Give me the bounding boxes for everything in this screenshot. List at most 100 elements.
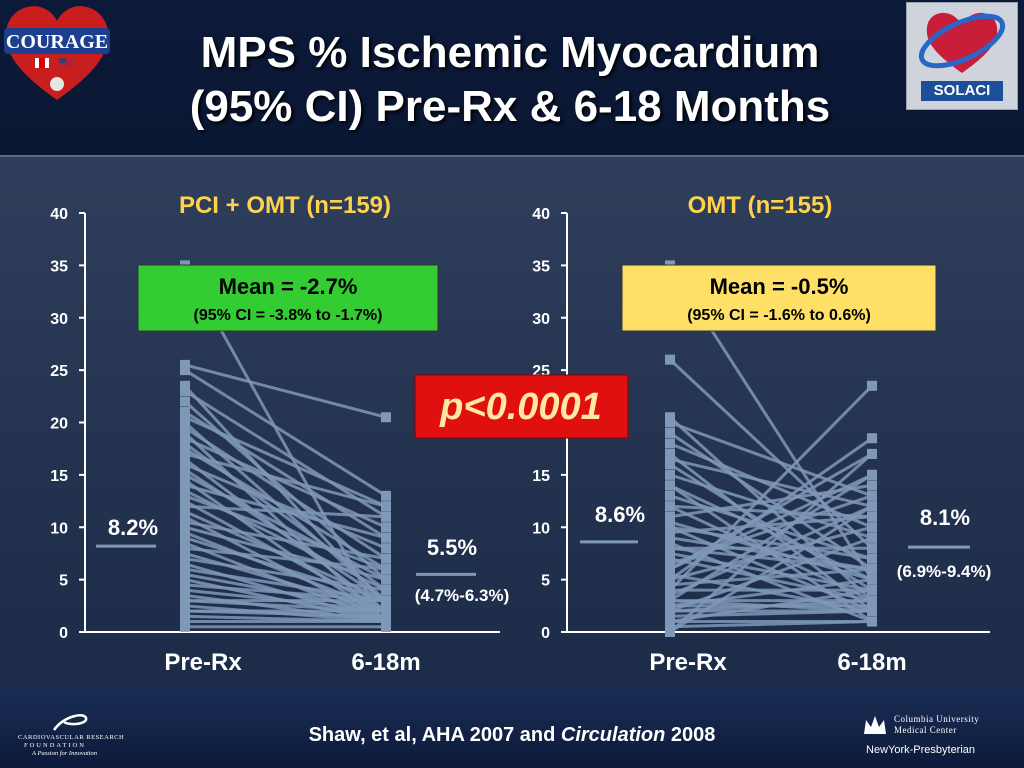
chart2-pre-point (665, 459, 675, 470)
chart2-post-point (867, 511, 877, 522)
chart2-y-tick-label: 5 (541, 573, 550, 590)
chart1-patient-line (184, 504, 387, 519)
chart1-pre-point (180, 537, 190, 548)
crf-line-2: FOUNDATION (24, 742, 86, 749)
chart1-mean-ci-text: (95% CI = -3.8% to -1.7%) (194, 307, 383, 324)
chart1-pre-point (180, 365, 190, 376)
chart1-title: PCI + OMT (n=159) (179, 192, 391, 219)
chart1-patient-line (184, 447, 387, 571)
chart2-pre-point (665, 532, 675, 543)
chart1-pre-point (180, 417, 190, 428)
chart1-pre-point (180, 543, 190, 554)
chart1-post-point (381, 412, 391, 423)
charts-svg: 0 5 10 15 20 25 30 35 40 PCI + OMT (n=159) Mean = … (50, 192, 991, 676)
chart2-pre-point (665, 543, 675, 554)
chart2-pre-point (665, 595, 675, 606)
chart2-pre-point (665, 527, 675, 538)
chart1-pre-point (180, 459, 190, 470)
chart1-y-tick-label: 0 (59, 625, 68, 642)
chart2-post-point (867, 380, 877, 391)
chart1-pre-point (180, 490, 190, 501)
chart2-pre-point (665, 569, 675, 580)
chart2-patient-line (669, 525, 873, 561)
chart2-pre-point (665, 469, 675, 480)
chart1-pre-point (180, 443, 190, 454)
chart1-pre-point (180, 527, 190, 538)
chart1-x-category-label: 6-18m (351, 649, 420, 676)
chart1-x-category-label: Pre-Rx (164, 649, 242, 676)
chart2-post-point (867, 564, 877, 575)
columbia-line-1: Columbia University (894, 714, 980, 724)
chart1-y-tick-label: 20 (50, 416, 68, 433)
chart1-pre-point (180, 438, 190, 449)
chart1-pre-point (180, 522, 190, 533)
chart2-post-point (867, 469, 877, 480)
chart1-patient-line (184, 426, 387, 560)
chart1-post-point (381, 595, 391, 606)
chart1-post-point (381, 522, 391, 533)
chart1-patient-line (184, 520, 387, 561)
citation-year: 2008 (665, 724, 716, 746)
courage-logo-text: COURAGE (6, 31, 108, 53)
chart1-pre-point (180, 548, 190, 559)
chart1-patient-line (184, 583, 387, 603)
chart2-pre-point (665, 454, 675, 465)
chart1-patient-line (184, 452, 387, 508)
chart2-patient-line (668, 384, 874, 592)
chart1-pre-point (180, 501, 190, 512)
chart2-pre-point (665, 611, 675, 622)
columbia-logo: Columbia University Medical Center NewYo… (858, 712, 1018, 760)
slide-title: MPS % Ischemic Myocardium (95% CI) Pre-R… (110, 26, 910, 134)
chart2-patient-line (669, 473, 873, 571)
chart1-pre-point (180, 386, 190, 397)
chart2-patient-line (669, 515, 873, 534)
chart1-patient-line (184, 389, 387, 519)
chart2-post-point (867, 522, 877, 533)
chart1-patient-line (184, 463, 387, 550)
courage-logo: COURAGE (2, 0, 112, 105)
chart1-pre-point (180, 595, 190, 606)
chart1-post-point (381, 511, 391, 522)
chart2-pre-point (665, 621, 675, 632)
chart2-post-ci-label: (6.9%-9.4%) (897, 562, 991, 581)
chart2-post-point (867, 595, 877, 606)
chart2-pre-point (665, 579, 675, 590)
chart2-pre-point (665, 417, 675, 428)
chart2-mean-ci-text: (95% CI = -1.6% to 0.6%) (687, 307, 871, 324)
chart2-post-point (867, 501, 877, 512)
title-line-2: (95% CI) Pre-Rx & 6-18 Months (189, 82, 831, 131)
chart2-pre-point (665, 354, 675, 365)
crown-icon (864, 716, 886, 734)
chart2-pre-point (665, 412, 675, 423)
chart1-post-point (381, 543, 391, 554)
chart1-post-point (381, 574, 391, 585)
citation-text: Shaw, et al, AHA 2007 and (308, 724, 561, 746)
p-value-box (414, 374, 629, 439)
chart1-patient-line (184, 473, 387, 581)
chart1-pre-mean-label: 8.2% (108, 515, 158, 540)
chart2-y-tick-label: 40 (532, 206, 550, 223)
chart2-mean-text: Mean = -0.5% (710, 274, 849, 299)
chart2-post-point (867, 532, 877, 543)
chart1-pre-point (180, 407, 190, 418)
chart1-patient-line (184, 436, 387, 529)
chart2-post-point (867, 448, 877, 459)
chart1-pre-point (180, 480, 190, 491)
chart2-pre-point (665, 427, 675, 438)
chart1-pre-point (180, 506, 190, 517)
chart1-post-point (381, 553, 391, 564)
citation: Shaw, et al, AHA 2007 and Circulation 20… (0, 724, 1024, 747)
chart1-pre-point (180, 517, 190, 528)
chart2-pre-point (665, 480, 675, 491)
chart1-pre-point (180, 454, 190, 465)
chart1-post-point (381, 490, 391, 501)
chart2-pre-point (665, 501, 675, 512)
chart1-y-tick-label: 30 (50, 311, 68, 328)
crf-line-1: CARDIOVASCULAR RESEARCH (18, 734, 125, 741)
chart2-post-point (867, 616, 877, 627)
chart2-x-category-label: 6-18m (837, 649, 906, 676)
chart1-pre-point (180, 574, 190, 585)
chart1-pre-point (180, 422, 190, 433)
chart1-post-point (381, 606, 391, 617)
chart1-pre-point (180, 611, 190, 622)
